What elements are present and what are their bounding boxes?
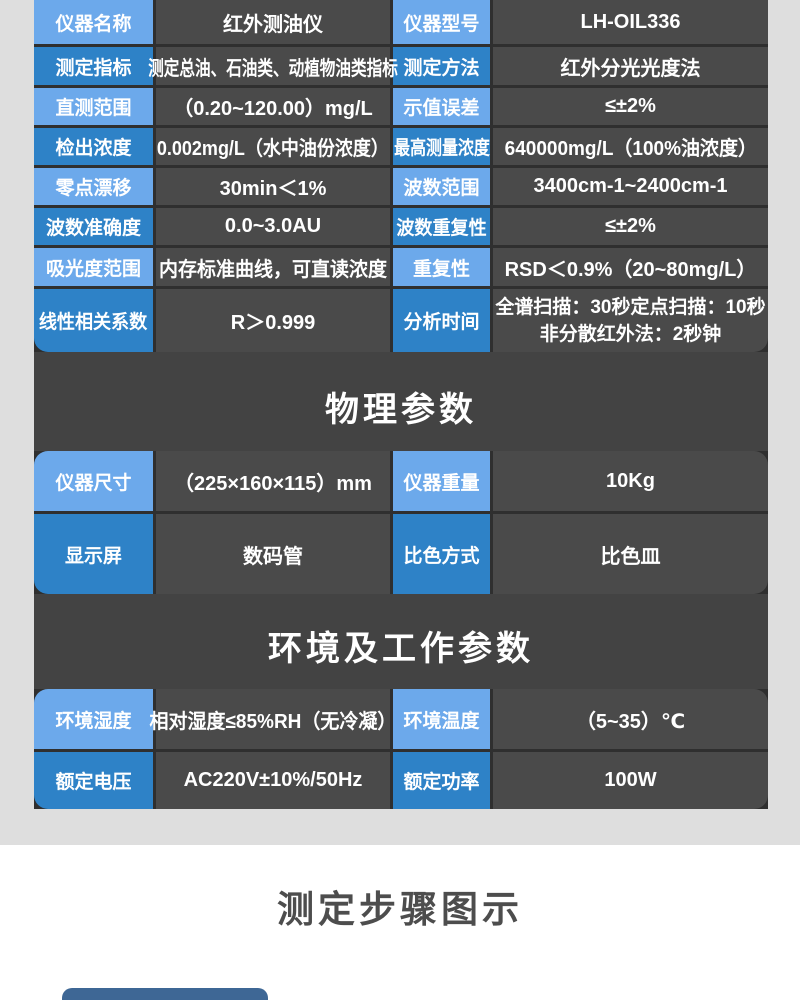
- spec-label-detection-conc: 检出浓度: [34, 128, 153, 165]
- section-title-environment: 环境及工作参数: [268, 630, 534, 668]
- spec-value-linearity: R＞0.999: [156, 289, 390, 352]
- spec-label-max-conc: 最高测量浓度: [393, 128, 490, 165]
- spec-label-indication-error: 示值误差: [393, 88, 490, 125]
- spec-value-display: 数码管: [156, 514, 390, 594]
- spec-label-instrument-name: 仪器名称: [34, 0, 153, 44]
- spec-table-main: 仪器名称 红外测油仪 仪器型号 LH-OIL336 测定指标 测定总油、石油类、…: [34, 0, 768, 352]
- spec-value-repeatability: RSD＜0.9%（20~80mg/L）: [493, 248, 768, 286]
- spec-value-wavenumber-range: 3400cm-1~2400cm-1: [493, 168, 768, 205]
- spec-table-physical: 仪器尺寸 （225×160×115）mm 仪器重量 10Kg 显示屏 数码管 比…: [34, 451, 768, 594]
- spec-sheet-background: 仪器名称 红外测油仪 仪器型号 LH-OIL336 测定指标 测定总油、石油类、…: [0, 0, 800, 845]
- spec-value-method: 红外分光光度法: [493, 47, 768, 85]
- spec-value-instrument-name: 红外测油仪: [156, 0, 390, 44]
- step-tab-button[interactable]: [62, 988, 268, 1000]
- spec-label-weight: 仪器重量: [393, 451, 490, 511]
- spec-label-analysis-time: 分析时间: [393, 289, 490, 352]
- spec-label-method: 测定方法: [393, 47, 490, 85]
- spec-label-repeatability: 重复性: [393, 248, 490, 286]
- steps-section: 测定步骤图示: [0, 845, 800, 1000]
- spec-label-zero-drift: 零点漂移: [34, 168, 153, 205]
- spec-label-wavenumber-range: 波数范围: [393, 168, 490, 205]
- spec-label-rated-voltage: 额定电压: [34, 752, 153, 809]
- spec-label-rated-power: 额定功率: [393, 752, 490, 809]
- spec-label-wavenumber-accuracy: 波数准确度: [34, 208, 153, 245]
- spec-label-colorimetric-mode: 比色方式: [393, 514, 490, 594]
- spec-value-temperature: （5~35）℃: [493, 689, 768, 749]
- spec-label-wavenumber-repeatability: 波数重复性: [393, 208, 490, 245]
- spec-label-absorbance-range: 吸光度范围: [34, 248, 153, 286]
- spec-value-direct-range: （0.20~120.00）mg/L: [156, 88, 390, 125]
- spec-value-analysis-time: 全谱扫描：30秒定点扫描：10秒 非分散红外法：2秒钟: [493, 289, 768, 352]
- spec-label-display: 显示屏: [34, 514, 153, 594]
- spec-label-dimensions: 仪器尺寸: [34, 451, 153, 511]
- spec-value-zero-drift: 30min＜1%: [156, 168, 390, 205]
- spec-value-weight: 10Kg: [493, 451, 768, 511]
- spec-value-model: LH-OIL336: [493, 0, 768, 44]
- spec-value-humidity: 相对湿度≤85%RH（无冷凝）: [150, 689, 396, 749]
- spec-panel: 仪器名称 红外测油仪 仪器型号 LH-OIL336 测定指标 测定总油、石油类、…: [34, 0, 768, 809]
- spec-value-rated-voltage: AC220V±10%/50Hz: [156, 752, 390, 809]
- spec-value-rated-power: 100W: [493, 752, 768, 809]
- steps-section-title: 测定步骤图示: [277, 889, 523, 930]
- spec-value-max-conc: 640000mg/L（100%油浓度）: [493, 128, 768, 165]
- spec-value-colorimetric-mode: 比色皿: [493, 514, 768, 594]
- spec-label-model: 仪器型号: [393, 0, 490, 44]
- spec-label-linearity: 线性相关系数: [34, 289, 153, 352]
- spec-label-direct-range: 直测范围: [34, 88, 153, 125]
- spec-value-absorbance-range: 内存标准曲线，可直读浓度: [156, 248, 390, 286]
- spec-value-detection-conc: 0.002mg/L（水中油份浓度）: [156, 128, 390, 165]
- spec-table-environment: 环境湿度 相对湿度≤85%RH（无冷凝） 环境温度 （5~35）℃ 额定电压 A…: [34, 689, 768, 809]
- spec-value-indication-error: ≤±2%: [493, 88, 768, 125]
- spec-value-measured-index: 测定总油、石油类、动植物油类指标: [148, 47, 398, 85]
- spec-value-dimensions: （225×160×115）mm: [156, 451, 390, 511]
- spec-label-temperature: 环境温度: [393, 689, 490, 749]
- spec-value-wavenumber-repeatability: ≤±2%: [493, 208, 768, 245]
- spec-label-measured-index: 测定指标: [34, 47, 153, 85]
- section-title-physical: 物理参数: [325, 391, 477, 429]
- spec-value-wavenumber-accuracy: 0.0~3.0AU: [156, 208, 390, 245]
- spec-label-humidity: 环境湿度: [34, 689, 153, 749]
